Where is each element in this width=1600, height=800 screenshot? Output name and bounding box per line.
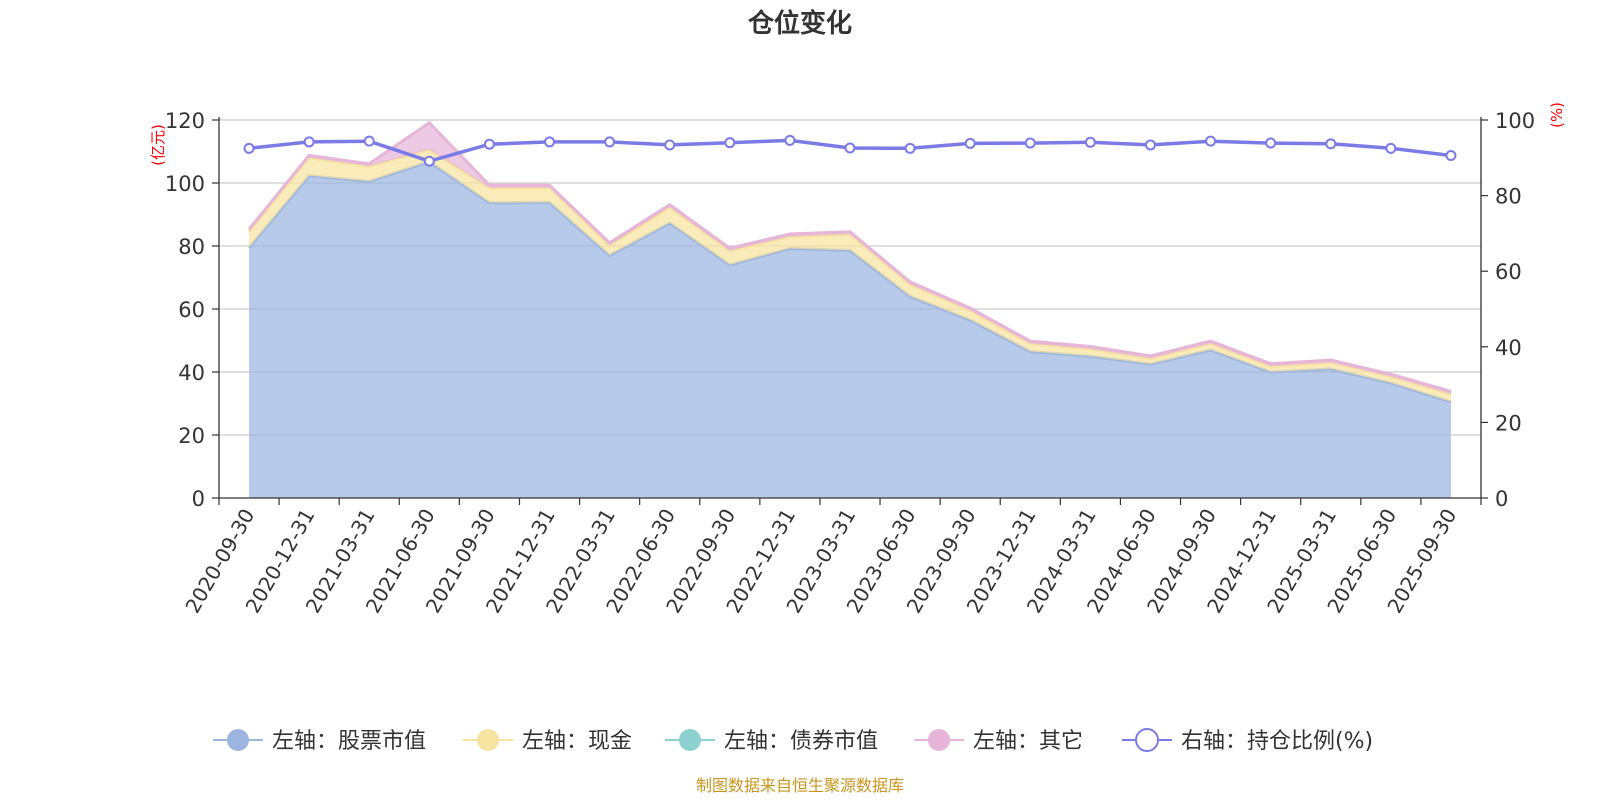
right-axis-unit: (%): [1548, 102, 1566, 128]
left-axis-tick-label: 40: [178, 361, 205, 385]
stacked-areas: [247, 120, 1452, 498]
legend-label-3: 左轴：其它: [973, 729, 1083, 754]
left-axis-tick-label: 0: [192, 487, 205, 511]
ratio-point: [544, 136, 556, 148]
legend-marker-0: [227, 729, 249, 751]
legend: 左轴：股票市值 左轴：现金 左轴：债券市值 左轴：其它 右轴：持仓比例(%): [213, 728, 1373, 754]
legend-label-1: 左轴：现金: [522, 729, 632, 754]
area-series-1: [249, 149, 1451, 402]
ratio-point: [1445, 150, 1457, 162]
left-axis-tick-label: 100: [165, 172, 205, 196]
left-axis-tick-label: 80: [178, 235, 205, 259]
legend-marker-1: [477, 729, 499, 751]
legend-label-2: 左轴：债券市值: [724, 729, 878, 754]
ratio-point: [844, 142, 856, 154]
left-axis-unit: (亿元): [149, 124, 167, 166]
ratio-point: [483, 138, 495, 150]
legend-marker-3: [928, 729, 950, 751]
left-axis-tick-label: 60: [178, 298, 205, 322]
ratio-line-series: [243, 134, 1457, 167]
area-series-0: [249, 161, 1451, 498]
chart-title: 仓位变化: [747, 8, 852, 39]
right-axis-tick-label: 100: [1495, 109, 1535, 133]
ratio-point: [1084, 136, 1096, 148]
right-axis-tick-label: 60: [1495, 260, 1522, 284]
ratio-point: [1205, 135, 1217, 147]
ratio-point: [964, 137, 976, 149]
left-axis-tick-label: 120: [165, 109, 205, 133]
ratio-point: [423, 155, 435, 167]
ratio-point: [1144, 139, 1156, 151]
ratio-point: [664, 139, 676, 151]
legend-label-0: 左轴：股票市值: [272, 729, 426, 754]
source-note: 制图数据来自恒生聚源数据库: [696, 776, 904, 795]
right-axis-tick-label: 0: [1495, 487, 1508, 511]
ratio-point: [1385, 142, 1397, 154]
right-axis-tick-label: 40: [1495, 336, 1522, 360]
legend-marker-4: [1135, 728, 1159, 752]
ratio-point: [243, 142, 255, 154]
legend-label-4: 右轴：持仓比例(%): [1181, 729, 1373, 754]
ratio-point: [363, 135, 375, 147]
ratio-point: [303, 136, 315, 148]
ratio-point: [1265, 137, 1277, 149]
ratio-point: [604, 136, 616, 148]
area-edge-series-3: [247, 120, 1452, 393]
ratio-point: [1024, 137, 1036, 149]
ratio-point: [1325, 138, 1337, 150]
ratio-point: [784, 134, 796, 146]
ratio-point: [724, 137, 736, 149]
right-axis-tick-label: 20: [1495, 411, 1522, 435]
ratio-point: [904, 142, 916, 154]
legend-marker-2: [679, 729, 701, 751]
left-axis-tick-label: 20: [178, 424, 205, 448]
right-axis-tick-label: 80: [1495, 185, 1522, 209]
